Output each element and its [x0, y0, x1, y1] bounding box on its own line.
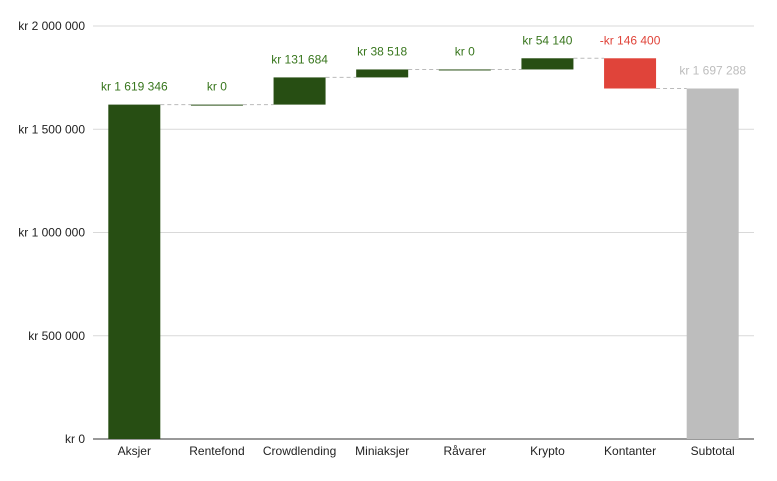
bar-aksjer: [108, 104, 161, 440]
x-axis-ticks: Aksjer Rentefond Crowdlending Miniaksjer Råv…: [118, 444, 735, 458]
gridlines: [93, 25, 754, 440]
data-label: kr 38 518: [357, 44, 407, 58]
x-tick-label: Crowdlending: [263, 444, 336, 458]
data-label: kr 54 140: [522, 33, 572, 47]
y-tick-label: kr 2 000 000: [18, 19, 85, 33]
y-tick-label: kr 500 000: [28, 329, 85, 343]
x-tick-label: Krypto: [530, 444, 565, 458]
bar-råvarer: [438, 69, 491, 71]
data-label: kr 0: [207, 80, 227, 94]
y-tick-label: kr 0: [65, 432, 85, 446]
bar-rentefond: [190, 104, 243, 106]
x-tick-label: Subtotal: [691, 444, 735, 458]
x-tick-label: Kontanter: [604, 444, 656, 458]
data-label: kr 0: [455, 44, 475, 58]
connector-lines: [160, 57, 687, 106]
x-tick-label: Miniaksjer: [355, 444, 409, 458]
y-tick-label: kr 1 000 000: [18, 226, 85, 240]
data-label: -kr 146 400: [600, 33, 661, 47]
x-tick-label: Aksjer: [118, 444, 151, 458]
bar-subtotal: [686, 88, 739, 440]
data-label: kr 131 684: [271, 52, 328, 66]
data-label: kr 1 697 288: [679, 64, 746, 78]
data-label: kr 1 619 346: [101, 80, 168, 94]
x-tick-label: Rentefond: [189, 444, 244, 458]
data-labels: kr 1 619 346 kr 0 kr 131 684 kr 38 518 kr 0 k…: [101, 33, 746, 93]
bar-kontanter: [604, 58, 657, 89]
bar-miniaksjer: [356, 69, 409, 78]
bars: [108, 58, 739, 440]
bar-krypto: [521, 58, 574, 70]
y-axis-ticks: kr 0 kr 500 000 kr 1 000 000 kr 1 500 000 kr…: [18, 19, 85, 446]
y-tick-label: kr 1 500 000: [18, 122, 85, 136]
x-tick-label: Råvarer: [443, 444, 486, 458]
bar-crowdlending: [273, 77, 326, 105]
